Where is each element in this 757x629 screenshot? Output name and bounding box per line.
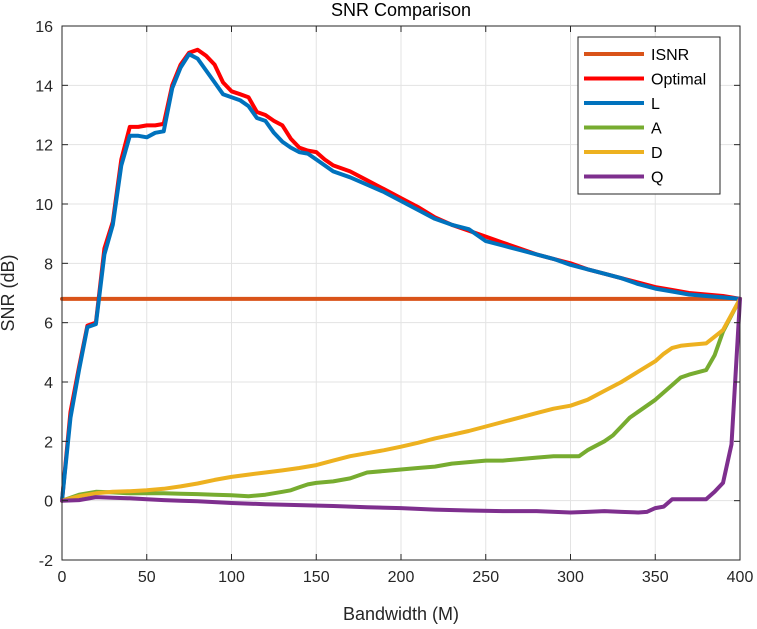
legend-label-optimal: Optimal [651,72,706,89]
y-tick-label: 8 [44,256,53,273]
legend-box [577,36,721,195]
y-tick-label: 10 [35,197,53,214]
y-tick-label: 0 [44,494,53,511]
y-tick-label: 14 [35,78,53,95]
y-tick-label: 2 [44,434,53,451]
series-line-a [60,296,742,503]
y-tick-label: 12 [35,138,53,155]
series-line-q [60,296,742,515]
x-tick-label: 0 [58,569,67,586]
series-line-l [60,52,742,503]
x-tick-label: 350 [642,569,669,586]
x-tick-label: 250 [472,569,499,586]
legend-label-a: A [651,121,662,138]
y-tick-label: -2 [39,553,53,570]
x-axis-title: Bandwidth (M) [343,604,459,624]
y-tick-label: 4 [44,375,53,392]
legend-label-isnr: ISNR [651,47,689,64]
legend-label-d: D [651,145,663,162]
x-tick-label: 300 [557,569,584,586]
axis-ticks: 0 50 100 150 200 250 300 350 400 -2 0 2 4 6 8 10 12 14 16 [35,19,753,586]
y-tick-label: 6 [44,316,53,333]
series-line-d [60,296,742,503]
legend-label-q: Q [651,170,663,187]
x-tick-label: 400 [727,569,754,586]
series-layer [60,47,742,515]
x-tick-label: 100 [218,569,245,586]
x-tick-label: 150 [303,569,330,586]
x-tick-label: 50 [138,569,156,586]
legend-label-l: L [651,96,660,113]
x-tick-label: 200 [388,569,415,586]
chart-title: SNR Comparison [331,0,471,20]
y-tick-label: 16 [35,19,53,36]
y-axis-title: SNR (dB) [0,254,18,331]
